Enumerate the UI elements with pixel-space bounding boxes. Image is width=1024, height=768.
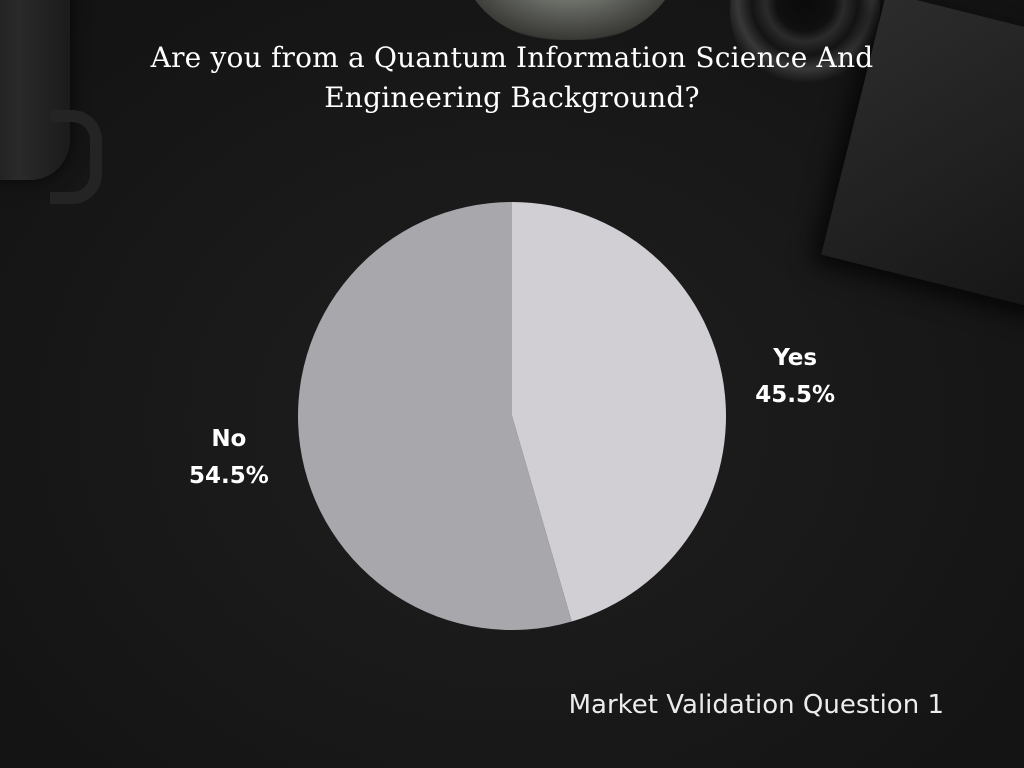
footer-caption: Market Validation Question 1 — [568, 690, 944, 720]
mug-decoration — [0, 0, 70, 180]
pie-label-yes-value: 45.5% — [755, 382, 835, 408]
chart-title: Are you from a Quantum Information Scien… — [150, 41, 874, 114]
pie-labels: Yes 45.5% No 54.5% — [189, 345, 835, 489]
pie-label-no-value: 54.5% — [189, 463, 269, 489]
pie-slice-no — [298, 201, 572, 630]
mug-handle-decoration — [50, 110, 102, 204]
pie-label-no-category: No — [211, 426, 246, 452]
pie-slice-yes — [512, 202, 727, 622]
pie-slices — [298, 201, 727, 630]
pie-label-yes-category: Yes — [772, 345, 817, 371]
